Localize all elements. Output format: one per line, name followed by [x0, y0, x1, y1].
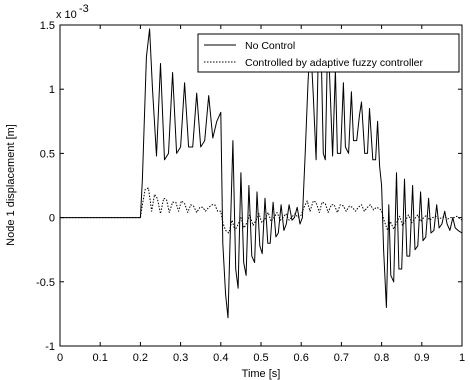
- x-tick-label: 0.2: [133, 352, 148, 364]
- series-line-controlled: [60, 187, 463, 234]
- x-tick-label: 0: [57, 352, 63, 364]
- legend-label-no-control: No Control: [245, 40, 295, 52]
- x-tick-label: 0.7: [334, 352, 349, 364]
- legend-box: [197, 33, 460, 73]
- x-tick-label: 0.3: [173, 352, 188, 364]
- y-tick-label: 0: [49, 213, 55, 225]
- y-tick-label: 1: [49, 84, 55, 96]
- series-line-no-control: [60, 28, 463, 319]
- x-tick-label: 0.4: [213, 352, 228, 364]
- x-tick-label: 0.1: [93, 352, 108, 364]
- y-tick-label: -0.5: [36, 277, 55, 289]
- x-tick-label: 0.6: [294, 352, 309, 364]
- y-tick-label: 1.5: [40, 20, 55, 32]
- legend-label-controlled: Controlled by adaptive fuzzy controller: [245, 57, 424, 69]
- y-multiplier-base: x 10: [56, 9, 77, 21]
- y-tick-label: 0.5: [40, 148, 55, 160]
- legend: No Control Controlled by adaptive fuzzy …: [197, 33, 460, 73]
- y-tick-label: -1: [45, 341, 55, 353]
- y-axis-label: Node 1 displacement [m]: [5, 124, 17, 246]
- y-multiplier-exponent: -3: [79, 3, 89, 15]
- series-layer: [60, 28, 463, 319]
- x-tick-label: 1: [459, 352, 465, 364]
- x-tick-label: 0.9: [414, 352, 429, 364]
- x-tick-label: 0.5: [253, 352, 268, 364]
- axis-ticks: 0 0.1 0.2 0.3 0.4 0.5 0.6 0.7 0.8 0.9 1 -1 -0.5 0 0.5 1…: [36, 20, 465, 364]
- plot-area: [59, 24, 463, 347]
- x-tick-label: 0.8: [374, 352, 389, 364]
- x-axis-label: Time [s]: [242, 368, 281, 380]
